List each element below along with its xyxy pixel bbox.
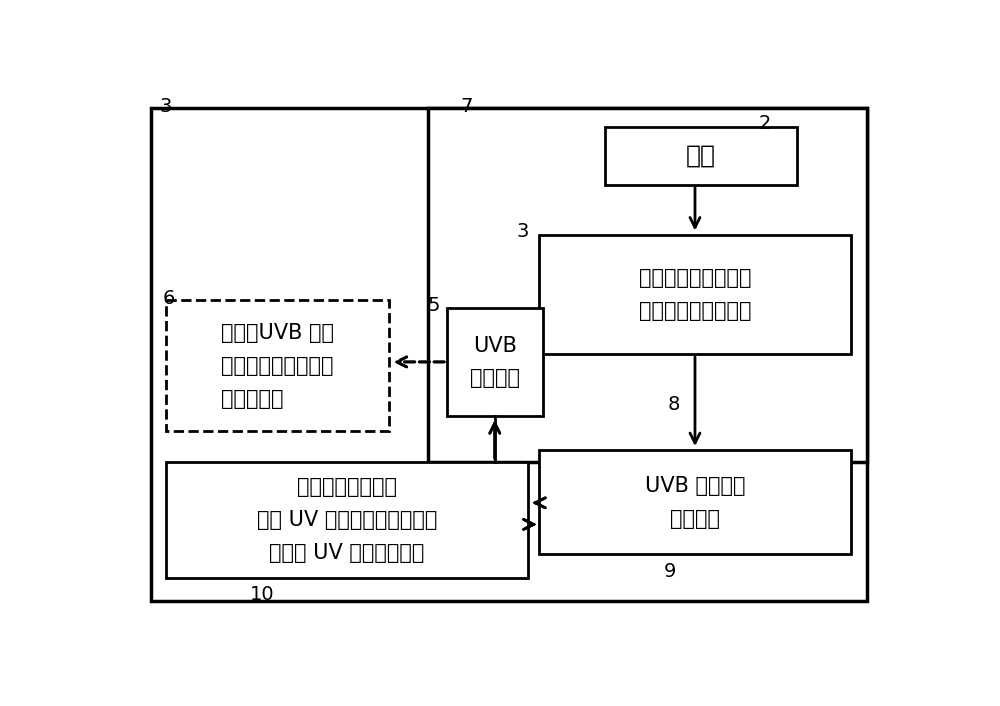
Bar bbox=[166, 462, 528, 578]
Text: UVB 辐射功率
控制模块: UVB 辐射功率 控制模块 bbox=[645, 476, 746, 529]
Text: 电源: 电源 bbox=[686, 144, 716, 168]
Bar bbox=[428, 108, 867, 462]
Bar bbox=[605, 127, 797, 185]
Text: 用于使UVB 辐射
在被辐射表面上均匀
分布的模块: 用于使UVB 辐射 在被辐射表面上均匀 分布的模块 bbox=[221, 323, 334, 409]
Text: 6: 6 bbox=[163, 289, 175, 308]
Text: 用于设定参数以及
调节 UV 辐射功率、辐射模式
和控制 UV 辐射源的模块: 用于设定参数以及 调节 UV 辐射功率、辐射模式 和控制 UV 辐射源的模块 bbox=[257, 477, 437, 563]
Bar bbox=[539, 450, 851, 554]
Text: 8: 8 bbox=[668, 395, 680, 414]
Text: 2: 2 bbox=[759, 114, 771, 133]
Bar bbox=[166, 300, 389, 431]
Bar bbox=[447, 308, 543, 416]
Text: 用于调节输入电压和
电流的电参数的模块: 用于调节输入电压和 电流的电参数的模块 bbox=[639, 268, 752, 321]
Text: 3: 3 bbox=[516, 222, 529, 241]
Text: UVB
辐射的源: UVB 辐射的源 bbox=[470, 335, 520, 388]
Text: 5: 5 bbox=[428, 297, 440, 316]
Text: 3: 3 bbox=[160, 97, 172, 116]
Text: 7: 7 bbox=[460, 97, 473, 116]
Text: 9: 9 bbox=[664, 562, 677, 581]
Bar bbox=[539, 235, 851, 354]
Text: 10: 10 bbox=[250, 585, 275, 604]
